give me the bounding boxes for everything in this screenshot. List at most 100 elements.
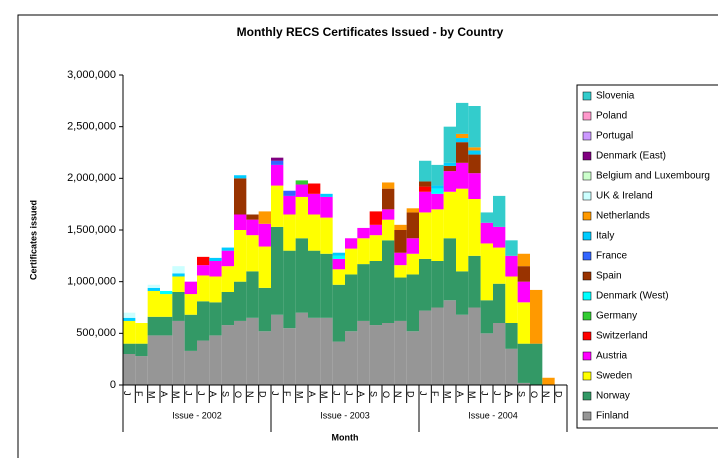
legend-label: Poland [596, 111, 627, 122]
bar-segment [209, 261, 222, 277]
bar-segment [308, 250, 321, 318]
bar-segment [160, 294, 173, 317]
x-tick-label: D [257, 391, 267, 398]
bar-segment [530, 289, 543, 344]
bar-segment [172, 273, 185, 277]
x-tick-label: F [282, 391, 292, 397]
bar-segment [542, 377, 555, 385]
legend-swatch [582, 331, 592, 341]
bar-segment [419, 258, 432, 311]
bar-segment [172, 320, 185, 385]
bar-segment [443, 238, 456, 301]
bar-segment [123, 312, 136, 318]
legend-label: Germany [596, 311, 637, 322]
x-tick-label: S [516, 391, 526, 397]
bar-segment [456, 188, 469, 272]
bar-segment [271, 185, 284, 227]
bar-segment [246, 214, 259, 220]
x-tick-label: D [553, 391, 563, 398]
bar-segment [480, 222, 493, 244]
bar-segment [456, 142, 469, 163]
y-tick-label: 2,000,000 [67, 172, 116, 184]
bar-segment [505, 255, 518, 277]
bar-segment [295, 312, 308, 385]
bar-segment [258, 331, 271, 385]
bar-segment [456, 162, 469, 189]
bar-segment [517, 302, 530, 344]
bar-segment [172, 266, 185, 274]
legend-label: Finland [596, 411, 629, 422]
legend-label: Belgium and Luxembourg [596, 171, 710, 182]
bar-segment [283, 250, 296, 329]
legend-label: Norway [596, 391, 630, 402]
bar-segment [443, 162, 456, 166]
x-tick-label: A [356, 391, 366, 397]
legend-label: Netherlands [596, 211, 650, 222]
bar-segment [480, 243, 493, 301]
y-tick-label: 1,000,000 [67, 276, 116, 288]
x-tick-label: J [344, 391, 354, 396]
bar-segment [197, 275, 210, 302]
bar-segment [332, 284, 345, 342]
bar-segment [184, 294, 197, 315]
x-tick-label: J [479, 391, 489, 396]
bar-segment [493, 195, 506, 227]
chart-title: Monthly RECS Certificates Issued - by Co… [237, 25, 504, 39]
bar-segment [394, 230, 407, 253]
bar-segment [419, 212, 432, 259]
bar-segment [456, 314, 469, 385]
bar-segment [382, 209, 395, 220]
bar-segment [135, 323, 148, 344]
legend-label: Portugal [596, 131, 633, 142]
bar-segment [431, 193, 444, 210]
x-tick-label: M [442, 391, 452, 399]
bar-segment [147, 316, 160, 336]
x-tick-label: S [368, 391, 378, 397]
bar-segment [258, 287, 271, 332]
bar-segment [135, 343, 148, 357]
bar-segment [468, 199, 481, 256]
x-tick-label: D [405, 391, 415, 398]
bar-segment [505, 276, 518, 323]
bar-segment [271, 226, 284, 315]
bar-segment [221, 266, 234, 292]
bar-segment [517, 266, 530, 282]
bar-segment [357, 320, 370, 385]
bar-segment [209, 335, 222, 385]
bar-segment [295, 196, 308, 239]
bar-segment [419, 191, 432, 213]
bar-segment [295, 184, 308, 197]
legend-label: France [596, 251, 628, 262]
bar-segment [197, 301, 210, 341]
bar-segment [320, 193, 333, 197]
bar-segment [184, 314, 197, 351]
bar-segment [357, 264, 370, 321]
bar-segment [394, 265, 407, 278]
x-tick-label: M [319, 391, 329, 399]
bar-segment [246, 235, 259, 272]
bar-segment [234, 230, 247, 282]
x-tick-label: O [529, 391, 539, 398]
bar-segment [382, 323, 395, 385]
bar-segment [221, 247, 234, 251]
x-tick-label: M [146, 391, 156, 399]
legend-swatch [582, 391, 592, 401]
bar-segment [369, 211, 382, 225]
bar-segment [382, 182, 395, 189]
bar-segment [530, 343, 543, 385]
bar-segment [271, 164, 284, 186]
bar-segment [468, 307, 481, 385]
bar-segment [419, 181, 432, 187]
y-tick-label: 0 [110, 379, 116, 391]
group-label: Issue - 2002 [172, 410, 222, 420]
bar-segment [184, 350, 197, 385]
bar-segment [443, 165, 456, 172]
bar-segment [160, 316, 173, 336]
bar-segment [209, 257, 222, 261]
bar-segment [505, 348, 518, 385]
bar-segment [419, 160, 432, 182]
bar-segment [394, 252, 407, 266]
y-axis-title: Certificates issued [28, 200, 38, 280]
bar-segment [493, 226, 506, 248]
legend-box [576, 84, 718, 429]
